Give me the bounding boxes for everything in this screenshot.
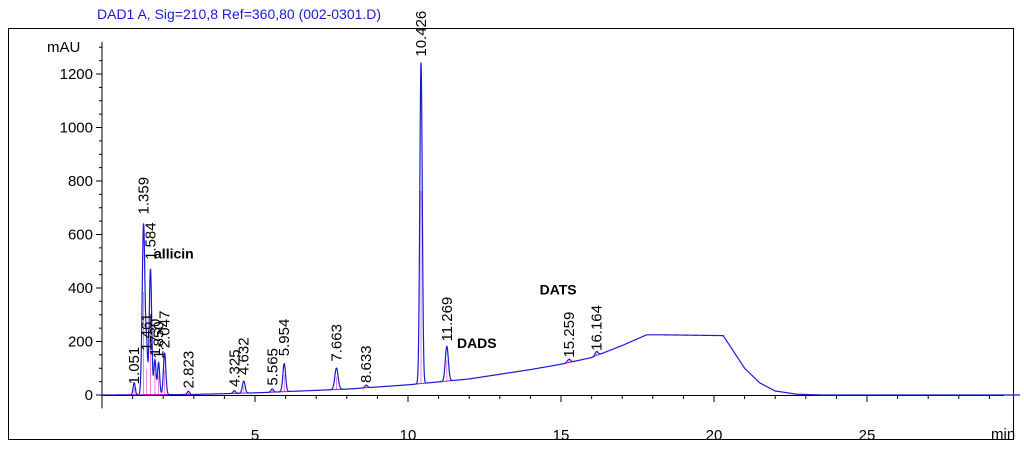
- peak-retention-label: 10.426: [413, 11, 430, 57]
- peak-retention-label: 4.325: [226, 349, 243, 387]
- x-tick-label: 15: [553, 427, 570, 444]
- integration-baselines: [129, 190, 603, 396]
- peak-retention-label: 5.954: [276, 319, 293, 357]
- compound-annotations: allicin DADS DATS: [154, 246, 577, 352]
- x-tick-label: 25: [859, 427, 876, 444]
- axes: 0 200 400 600 800 1000 1200 5 10 15 20 25: [60, 41, 1004, 444]
- peak-retention-label: 16.164: [589, 305, 606, 351]
- y-tick-label: 800: [68, 173, 93, 190]
- peak-retention-label: 4.632: [236, 337, 253, 375]
- y-tick-label: 200: [68, 334, 93, 351]
- peak-retention-label: 1.584: [142, 222, 159, 260]
- chromatogram-trace: [102, 62, 1020, 396]
- y-tick-label: 1000: [60, 120, 93, 137]
- y-tick-label: 600: [68, 227, 93, 244]
- chart-frame: [8, 28, 1014, 440]
- peak-retention-label: 1.850: [151, 321, 168, 359]
- compound-annotation: allicin: [154, 246, 194, 262]
- peak-retention-label: 8.633: [358, 345, 375, 383]
- peak-retention-label: 2.823: [180, 351, 197, 389]
- peak-retention-label: 1.730: [147, 319, 164, 357]
- peak-retention-label: 1.359: [136, 177, 153, 215]
- y-tick-label: 400: [68, 280, 93, 297]
- y-tick-label: 1200: [60, 66, 93, 83]
- peak-retention-label: 15.259: [561, 312, 578, 358]
- y-tick-label: 0: [85, 387, 93, 404]
- x-axis-label: min: [991, 426, 1015, 443]
- compound-annotation: DATS: [540, 282, 577, 298]
- x-tick-label: 5: [251, 427, 259, 444]
- chart-title: DAD1 A, Sig=210,8 Ref=360,80 (002-0301.D…: [97, 6, 382, 22]
- y-axis-label: mAU: [47, 39, 80, 56]
- x-tick-label: 20: [706, 427, 723, 444]
- peak-retention-label: 2.047: [157, 311, 174, 349]
- compound-annotation: DADS: [457, 335, 497, 351]
- peak-retention-label: 11.269: [439, 297, 456, 342]
- peak-retention-label: 1.051: [126, 347, 143, 385]
- peak-retention-label: 1.461: [139, 313, 156, 351]
- peak-retention-label: 7.663: [328, 324, 345, 362]
- x-tick-label: 10: [400, 427, 417, 444]
- peak-retention-label: 5.565: [264, 348, 281, 386]
